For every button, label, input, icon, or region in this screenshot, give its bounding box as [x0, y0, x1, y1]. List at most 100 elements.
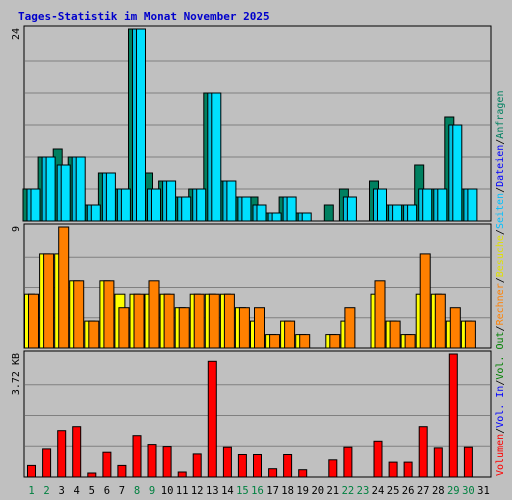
- panel-bottom: 3.72 KB: [11, 350, 492, 478]
- bar-seiten-day-14: [226, 180, 237, 222]
- x-tick-label: 9: [149, 485, 155, 497]
- x-tick-label: 2: [43, 485, 49, 497]
- side-legend-item: /: [495, 139, 506, 145]
- x-tick-label: 26: [402, 485, 415, 497]
- x-tick-label: 19: [296, 485, 309, 497]
- x-tick-label: 20: [311, 485, 324, 497]
- bar-rechner-day-24: [374, 280, 386, 349]
- x-tick-label: 12: [191, 485, 204, 497]
- bar-volumen-day-21: [328, 459, 338, 478]
- bar-seiten-day-28: [437, 188, 448, 222]
- y-max-label: 3.72 KB: [11, 353, 22, 395]
- bar-rechner-day-1: [28, 293, 39, 349]
- bar-rechner-day-27: [419, 253, 431, 349]
- bar-volumen-day-29: [448, 353, 458, 478]
- bar-volumen-day-8: [132, 435, 142, 478]
- bar-volumen-day-5: [87, 472, 97, 478]
- bar-rechner-day-11: [178, 307, 190, 349]
- bar-volumen-day-28: [433, 447, 443, 478]
- bar-rechner-day-17: [269, 334, 281, 349]
- bar-seiten-day-4: [75, 156, 86, 222]
- bar-rechner-day-21: [329, 334, 341, 349]
- bar-seiten-day-1: [30, 188, 41, 222]
- bar-seiten-day-2: [45, 156, 56, 222]
- bar-rechner-day-28: [434, 293, 446, 349]
- bar-volumen-day-7: [117, 464, 127, 478]
- bar-seiten-day-22: [346, 196, 357, 222]
- bar-volumen-day-3: [57, 430, 67, 478]
- bar-rechner-day-14: [223, 293, 235, 349]
- side-legend-item: Rechner: [495, 283, 506, 325]
- bar-seiten-day-29: [452, 124, 463, 222]
- bar-volumen-day-9: [147, 444, 157, 478]
- bar-rechner-day-3: [58, 226, 70, 349]
- bar-anfragen-day-21: [323, 204, 334, 222]
- bar-volumen-day-14: [222, 446, 232, 478]
- chart-title: Tages-Statistik im Monat November 2025: [18, 10, 270, 23]
- bar-seiten-day-11: [181, 196, 192, 222]
- side-legend: Volumen/Vol. In/Vol. Out/Rechner/Besuche…: [495, 91, 506, 476]
- bar-volumen-day-17: [268, 468, 278, 478]
- x-tick-label: 5: [89, 485, 95, 497]
- bar-seiten-day-10: [166, 180, 177, 222]
- bar-volumen-day-2: [42, 448, 52, 478]
- x-tick-label: 17: [266, 485, 279, 497]
- side-legend-item: /: [495, 380, 506, 386]
- panel-top: 24: [11, 25, 492, 222]
- bar-rechner-day-2: [43, 253, 55, 349]
- x-tick-label: 11: [176, 485, 189, 497]
- bar-seiten-day-9: [151, 188, 161, 222]
- y-max-label: 9: [11, 226, 22, 232]
- bar-rechner-day-29: [449, 307, 461, 349]
- side-legend-item: /: [495, 325, 506, 331]
- bar-rechner-day-5: [88, 320, 100, 349]
- side-legend-item: Volumen: [495, 434, 506, 476]
- x-tick-label: 21: [326, 485, 339, 497]
- x-tick-label: 10: [161, 485, 174, 497]
- bar-volumen-day-10: [162, 446, 172, 478]
- side-legend-item: Dateien: [495, 145, 506, 187]
- x-tick-label: 27: [417, 485, 430, 497]
- bar-seiten-day-8: [136, 28, 146, 222]
- bar-rechner-day-6: [103, 280, 115, 349]
- bar-rechner-day-19: [299, 334, 311, 349]
- bar-seiten-day-6: [105, 172, 116, 222]
- bar-seiten-day-26: [407, 204, 418, 222]
- bar-volumen-day-22: [343, 446, 353, 478]
- x-tick-label: 28: [432, 485, 445, 497]
- bar-rechner-day-8: [133, 293, 145, 349]
- x-tick-label: 15: [236, 485, 249, 497]
- bar-rechner-day-4: [73, 280, 85, 349]
- bar-seiten-day-16: [256, 204, 267, 222]
- x-tick-label: 31: [477, 485, 490, 497]
- bar-seiten-day-5: [90, 204, 101, 222]
- bar-volumen-day-11: [177, 471, 187, 478]
- panel-middle: 9: [11, 223, 492, 349]
- bar-rechner-day-18: [284, 320, 296, 349]
- bar-volumen-day-13: [207, 360, 217, 478]
- bar-rechner-day-13: [208, 293, 220, 349]
- bar-volumen-day-16: [253, 454, 262, 478]
- side-legend-item: Vol. In: [495, 386, 506, 428]
- x-tick-label: 8: [134, 485, 140, 497]
- bar-rechner-day-25: [389, 320, 401, 349]
- bar-volumen-day-24: [373, 440, 383, 478]
- bar-rechner-day-22: [344, 307, 356, 349]
- x-tick-label: 30: [462, 485, 475, 497]
- bar-seiten-day-24: [377, 188, 387, 222]
- side-legend-item: Seiten: [495, 193, 506, 229]
- bar-rechner-day-26: [404, 334, 416, 349]
- bar-volumen-day-15: [237, 454, 247, 478]
- x-tick-label: 14: [221, 485, 234, 497]
- bar-volumen-day-4: [72, 426, 82, 478]
- side-legend-item: Vol. Out: [495, 331, 506, 379]
- bar-volumen-day-26: [403, 461, 413, 478]
- bar-volumen-day-19: [298, 469, 308, 478]
- x-tick-label: 13: [206, 485, 219, 497]
- bar-rechner-day-15: [238, 307, 250, 349]
- bar-rechner-day-16: [254, 307, 265, 349]
- bar-seiten-day-18: [286, 196, 297, 222]
- bar-rechner-day-7: [118, 307, 130, 349]
- bar-volumen-day-18: [283, 454, 293, 478]
